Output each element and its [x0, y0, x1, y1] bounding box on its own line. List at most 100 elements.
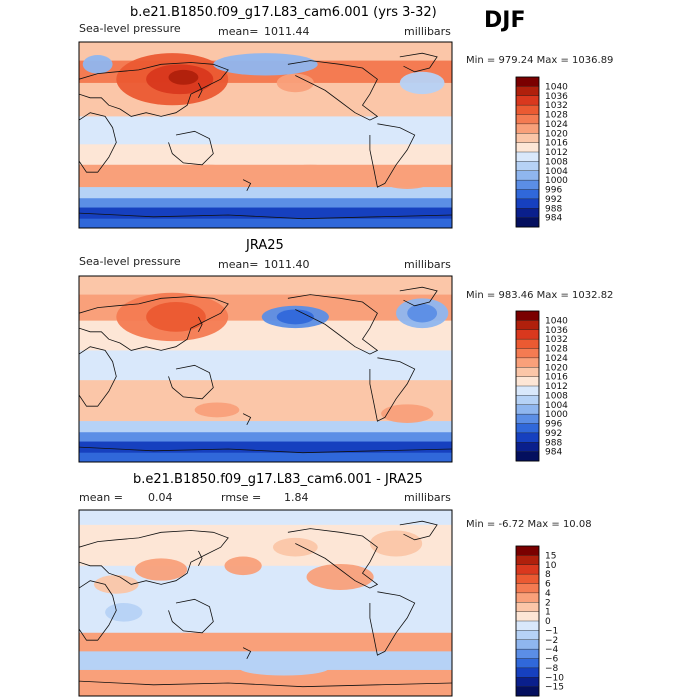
colorbar-box-9: [515, 385, 540, 396]
coastline-2: [79, 580, 117, 641]
coastline-9: [242, 179, 252, 191]
colorbar-box-7: [515, 602, 540, 613]
coastline-1: [79, 62, 229, 117]
coastline-9: [242, 413, 252, 425]
colorbar-label-15: 984: [545, 448, 562, 458]
season-label: DJF: [484, 8, 526, 33]
panel-2-mean-value: 1011.40: [264, 258, 310, 271]
colorbar-label-10: 1004: [545, 401, 568, 411]
panel-3-title: b.e21.B1850.f09_g17.L83_cam6.001 - JRA25: [133, 472, 423, 487]
colorbar-box-16: [515, 217, 540, 228]
colorbar-box-14: [515, 198, 540, 209]
colorbar-box-2: [515, 320, 540, 331]
coastline-7: [79, 680, 452, 688]
colorbar-box-3: [515, 95, 540, 106]
field-band-5: [79, 144, 452, 166]
panel-1-mean-label: mean=: [218, 25, 259, 38]
colorbar-label-7: 1016: [545, 139, 568, 149]
colorbar-label-7: 1: [545, 608, 551, 618]
field-band-1: [79, 276, 452, 296]
coastline-3: [168, 130, 214, 166]
colorbar-label-8: 1012: [545, 148, 568, 158]
map-frame-1: [78, 41, 453, 229]
colorbar-label-14: 988: [545, 204, 562, 214]
field-band-4: [79, 603, 452, 634]
colorbar-box-8: [515, 611, 540, 622]
coastline-2: [79, 112, 117, 173]
field-anomaly-4: [276, 309, 314, 325]
colorbar-box-1: [515, 310, 540, 321]
colorbar-box-14: [515, 432, 540, 443]
colorbar-box-15: [515, 208, 540, 219]
coastline-1: [79, 296, 229, 351]
coastline-5: [369, 357, 416, 422]
coastline-3: [168, 598, 214, 634]
colorbar-box-16: [515, 451, 540, 462]
field-anomaly-4: [276, 73, 314, 93]
field-band-4: [79, 350, 452, 381]
coastline-9: [242, 647, 252, 659]
colorbar-label-8: 0: [545, 617, 551, 627]
coastline-7: [79, 446, 452, 454]
colorbar-box-10: [515, 630, 540, 641]
colorbar-box-8: [515, 142, 540, 153]
panel-3-mean-value: 0.04: [148, 491, 173, 504]
colorbar-label-3: 1032: [545, 101, 568, 111]
colorbar-label-3: 8: [545, 570, 551, 580]
panel-1-units: millibars: [404, 25, 451, 38]
colorbar-frame: [515, 545, 540, 697]
colorbar-label-10: 1004: [545, 167, 568, 177]
colorbar-label-6: 2: [545, 598, 551, 608]
coastline-4: [287, 294, 379, 355]
colorbar-box-4: [515, 338, 540, 350]
coastline-5: [369, 123, 416, 188]
panel-3-minmax: Min = -6.72 Max = 10.08: [466, 519, 592, 530]
map-panel-1: [78, 41, 453, 229]
colorbar-label-15: 984: [545, 214, 562, 224]
colorbar-1: 1040103610321028102410201016101210081004…: [515, 76, 568, 228]
colorbar-box-13: [515, 658, 540, 669]
colorbar-box-3: [515, 564, 540, 575]
colorbar-label-4: 1028: [545, 345, 568, 355]
colorbar-label-9: −1: [545, 626, 558, 636]
colorbar-label-1: 15: [545, 551, 556, 561]
colorbar-box-14: [515, 667, 540, 678]
field-band-10: [79, 452, 452, 462]
field-band-7: [79, 187, 452, 199]
field-anomaly-9: [187, 164, 232, 180]
panel-2-minmax: Min = 983.46 Max = 1032.82: [466, 290, 614, 301]
colorbar-box-12: [515, 413, 540, 425]
colorbar-2: 1040103610321028102410201016101210081004…: [515, 310, 568, 462]
field-anomaly-4: [369, 530, 423, 557]
colorbar-box-1: [515, 545, 540, 556]
colorbar-label-4: 1028: [545, 111, 568, 121]
colorbar-label-2: 1036: [545, 92, 568, 102]
field-band-1: [79, 510, 452, 526]
field-band-9: [79, 207, 452, 220]
colorbar-label-15: −15: [545, 683, 564, 693]
colorbar-label-7: 1016: [545, 373, 568, 383]
field-band-6: [79, 651, 452, 671]
colorbar-label-3: 1032: [545, 335, 568, 345]
map-panel-2: [78, 275, 453, 463]
panel-2-mean-label: mean=: [218, 258, 259, 271]
field-anomaly-3: [224, 556, 262, 576]
panel-2-variable: Sea-level pressure: [79, 255, 181, 268]
colorbar-label-11: −4: [545, 645, 559, 655]
coastline-6: [399, 520, 438, 541]
panel-3-rmse-value: 1.84: [284, 491, 309, 504]
colorbar-box-3: [515, 329, 540, 340]
colorbar-label-1: 1040: [545, 316, 568, 326]
field-anomaly-7: [239, 660, 329, 676]
field-anomaly-2: [146, 302, 206, 332]
colorbar-box-11: [515, 639, 540, 650]
map-panel-3: [78, 509, 453, 697]
colorbar-label-5: 4: [545, 589, 551, 599]
colorbar-box-8: [515, 376, 540, 387]
colorbar-label-12: 996: [545, 420, 562, 430]
colorbar-box-11: [515, 170, 540, 181]
colorbar-box-10: [515, 161, 540, 172]
panel-1-title: b.e21.B1850.f09_g17.L83_cam6.001 (yrs 3-…: [130, 5, 437, 20]
field-anomaly-9: [105, 603, 143, 622]
